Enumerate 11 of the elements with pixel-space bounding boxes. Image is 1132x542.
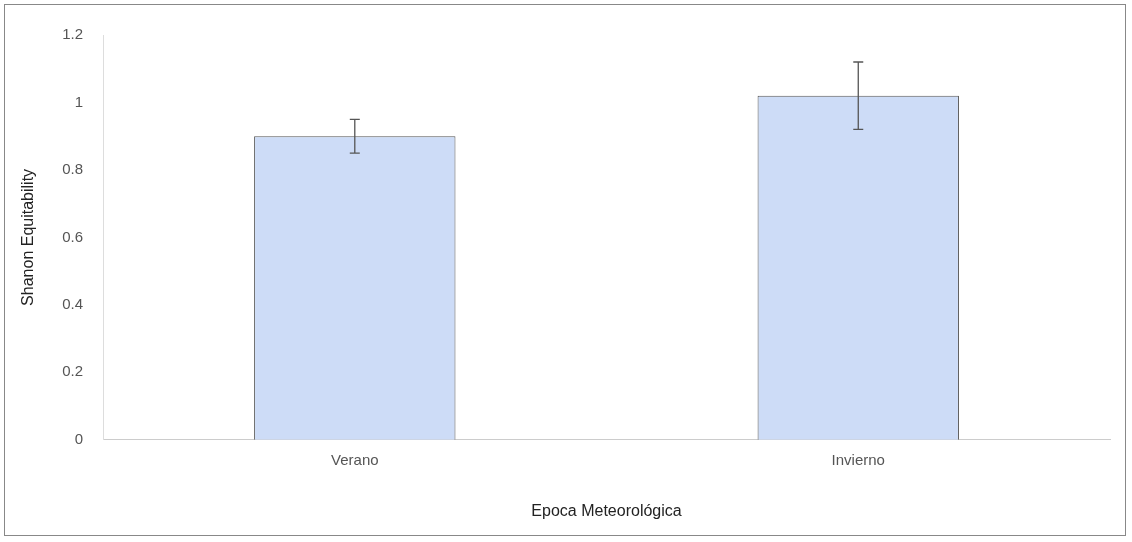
y-tick-label: 1: [74, 92, 84, 110]
x-axis-title: Epoca Meteorológica: [531, 501, 682, 519]
y-tick-label: 1.2: [62, 25, 84, 43]
y-tick-label: 0.8: [62, 160, 84, 178]
y-tick-label: 0.4: [62, 295, 84, 313]
y-axis-title: Shanon Equitability: [19, 168, 37, 306]
y-tick-label: 0.6: [62, 227, 84, 245]
y-tick-label: 0.2: [62, 362, 84, 380]
x-tick-label: Verano: [331, 450, 379, 468]
x-tick-label: Invierno: [831, 450, 885, 468]
y-tick-label: 0: [74, 429, 84, 447]
